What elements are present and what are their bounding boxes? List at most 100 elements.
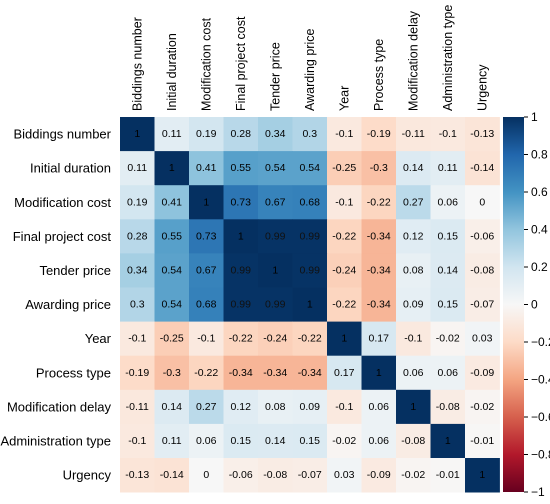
heatmap-cell-process-type-urgency: [465, 355, 500, 391]
heatmap-cell-biddings-number-administration-type: [430, 117, 466, 152]
heatmap-cell-modification-delay-modification-cost: [189, 389, 224, 425]
colorbar-tick-label: −0.6: [531, 410, 550, 424]
cell-value-label: 0.08: [403, 264, 424, 276]
cell-value-label: 0.54: [162, 299, 183, 311]
heatmap-cell-initial-duration-modification-cost: [189, 151, 224, 186]
cell-value-label: 0.09: [403, 299, 424, 311]
heatmap-cell-awarding-price-modification-delay: [396, 287, 431, 322]
cell-value-label: 0.27: [196, 401, 217, 413]
heatmap-cell-tender-price-year: [327, 253, 362, 288]
heatmap-cell-tender-price-administration-type: [430, 253, 466, 288]
cell-value-label: -0.02: [436, 333, 460, 345]
heatmap-cell-modification-cost-modification-delay: [396, 185, 431, 220]
heatmap-cell-urgency-initial-duration: [154, 458, 190, 493]
heatmap-cell-awarding-price-year: [327, 287, 362, 322]
heatmap-cell-modification-cost-modification-cost: [189, 185, 224, 220]
cell-value-label: -0.09: [470, 367, 494, 379]
cell-value-label: 0.68: [196, 299, 217, 311]
heatmap-cell-administration-type-process-type: [361, 423, 397, 459]
cell-value-label: 0.06: [196, 435, 217, 447]
cell-value-label: 0: [479, 196, 485, 208]
cell-value-label: 0.28: [231, 128, 252, 140]
row-label-urgency: Urgency: [63, 468, 112, 483]
cell-value-label: -0.19: [125, 367, 149, 379]
heatmap-cell-final-project-cost-year: [327, 219, 362, 254]
cell-value-label: 0.12: [231, 401, 252, 413]
cell-value-label: -0.1: [335, 128, 353, 140]
row-label-tender-price: Tender price: [39, 263, 111, 278]
heatmap-cell-urgency-administration-type: [430, 458, 466, 493]
cell-value-label: -0.1: [335, 196, 353, 208]
cell-value-label: 1: [445, 435, 451, 447]
heatmap-cell-modification-delay-tender-price: [258, 389, 293, 425]
cell-value-label: -0.11: [402, 128, 425, 140]
cell-value-label: 0.28: [127, 230, 148, 242]
colorbar-tick-label: 0.2: [531, 260, 548, 274]
cell-value-label: 0.03: [472, 333, 493, 345]
column-label-year: Year: [337, 86, 351, 111]
heatmap-cell-process-type-administration-type: [430, 355, 466, 391]
cell-value-label: -0.34: [263, 367, 287, 379]
row-label-final-project-cost: Final project cost: [13, 229, 112, 244]
heatmap-cell-process-type-initial-duration: [154, 355, 190, 391]
heatmap-cell-urgency-process-type: [361, 458, 397, 493]
heatmap-cell-biddings-number-biddings-number: [120, 117, 155, 152]
cell-value-label: -0.1: [128, 435, 146, 447]
heatmap-cell-modification-cost-urgency: [465, 185, 500, 220]
cell-value-label: 1: [307, 299, 313, 311]
heatmap-cell-modification-cost-biddings-number: [120, 185, 155, 220]
heatmap-cell-final-project-cost-final-project-cost: [223, 219, 259, 254]
column-label-final-project-cost: Final project cost: [234, 16, 248, 111]
cell-value-label: -0.08: [263, 469, 287, 481]
heatmap-cell-final-project-cost-awarding-price: [292, 219, 328, 254]
heatmap-cell-modification-delay-biddings-number: [120, 389, 155, 425]
heatmap-cell-urgency-final-project-cost: [223, 458, 259, 493]
heatmap-cell-biddings-number-tender-price: [258, 117, 293, 152]
cell-value-label: 0.73: [231, 196, 252, 208]
row-label-year: Year: [85, 331, 112, 346]
heatmap-cell-administration-type-modification-delay: [396, 423, 431, 459]
heatmap-cell-initial-duration-final-project-cost: [223, 151, 259, 186]
heatmap-cell-process-type-modification-cost: [189, 355, 224, 391]
heatmap-cell-year-biddings-number: [120, 321, 155, 357]
heatmap-cell-modification-cost-administration-type: [430, 185, 466, 220]
cell-value-label: -0.25: [160, 333, 184, 345]
heatmap-cell-modification-cost-awarding-price: [292, 185, 328, 220]
cell-value-label: 0.14: [438, 264, 459, 276]
heatmap-cell-year-modification-delay: [396, 321, 431, 357]
heatmap-cell-initial-duration-initial-duration: [154, 151, 190, 186]
cell-value-label: -0.08: [436, 401, 460, 413]
cell-value-label: -0.3: [370, 162, 388, 174]
cell-value-label: -0.08: [470, 264, 494, 276]
cell-value-label: -0.14: [160, 469, 184, 481]
heatmap-cell-urgency-awarding-price: [292, 458, 328, 493]
cell-value-label: 0.55: [231, 162, 252, 174]
heatmap-cell-final-project-cost-urgency: [465, 219, 500, 254]
cell-value-label: 0: [203, 469, 209, 481]
colorbar-tick-label: 1: [531, 110, 538, 124]
heatmap-cell-process-type-biddings-number: [120, 355, 155, 391]
cell-value-label: -0.02: [332, 435, 356, 447]
cell-value-label: -0.34: [367, 230, 391, 242]
cell-value-label: -0.11: [126, 401, 149, 413]
heatmap-cell-administration-type-awarding-price: [292, 423, 328, 459]
heatmap-cell-year-initial-duration: [154, 321, 190, 357]
heatmap-cell-tender-price-biddings-number: [120, 253, 155, 288]
cell-value-label: 0.67: [265, 196, 286, 208]
cell-value-label: -0.01: [470, 435, 494, 447]
cell-value-label: -0.06: [470, 230, 494, 242]
heatmap-cell-awarding-price-final-project-cost: [223, 287, 259, 322]
cell-value-label: -0.1: [439, 128, 457, 140]
heatmap-cell-tender-price-awarding-price: [292, 253, 328, 288]
heatmap-cell-awarding-price-initial-duration: [154, 287, 190, 322]
heatmap-cell-year-tender-price: [258, 321, 293, 357]
cell-value-label: 0.41: [162, 196, 183, 208]
heatmap-cell-year-awarding-price: [292, 321, 328, 357]
heatmap-cell-urgency-tender-price: [258, 458, 293, 493]
cell-value-label: -0.09: [367, 469, 391, 481]
heatmap-cell-year-urgency: [465, 321, 500, 357]
heatmap-cell-process-type-year: [327, 355, 362, 391]
heatmap-cell-initial-duration-urgency: [465, 151, 500, 186]
cell-value-label: 0.03: [334, 469, 355, 481]
heatmap-cell-modification-delay-process-type: [361, 389, 397, 425]
